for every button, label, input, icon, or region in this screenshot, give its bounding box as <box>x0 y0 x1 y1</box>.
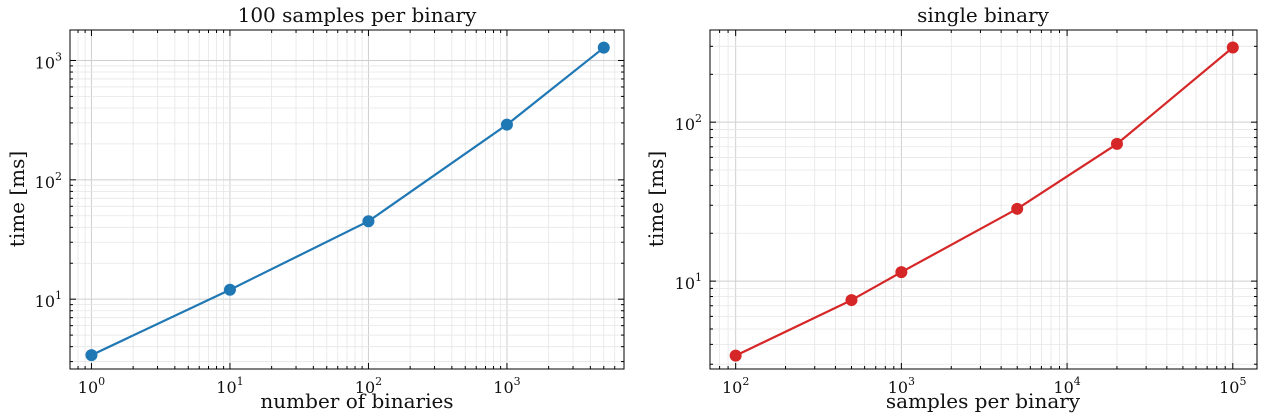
x-tick-label: 102 <box>722 375 749 397</box>
left-chart-ylabel: time [ms] <box>5 151 29 247</box>
right-chart-plot: 102 103 104 105 101 102 <box>675 29 1258 397</box>
data-point <box>223 283 236 296</box>
y-tick-label: 102 <box>35 170 62 192</box>
x-tick-label: 103 <box>888 375 915 397</box>
data-point <box>362 215 375 228</box>
x-tick-label: 102 <box>355 375 382 397</box>
y-tick-label: 102 <box>675 112 702 134</box>
x-tick-label: 104 <box>1053 375 1080 397</box>
left-chart-plot: 100 101 102 103 101 102 103 <box>35 29 625 397</box>
axes-frame <box>709 29 1258 370</box>
data-point <box>895 266 908 279</box>
data-point <box>597 41 610 54</box>
right-chart-title: single binary <box>917 3 1049 27</box>
y-tick-label: 103 <box>35 50 62 72</box>
series-line <box>91 46 605 357</box>
y-tick-label: 101 <box>35 289 62 311</box>
data-point <box>1011 202 1024 215</box>
x-tick-label: 105 <box>1219 375 1246 397</box>
left-chart: 100 samples per binary number of binarie… <box>5 3 625 413</box>
series-line <box>735 46 1234 357</box>
y-tick-label: 101 <box>675 271 702 293</box>
left-chart-title: 100 samples per binary <box>238 3 477 27</box>
right-chart-ylabel: time [ms] <box>644 151 668 247</box>
axes-frame <box>69 29 625 370</box>
right-chart: single binary samples per binary time [m… <box>644 3 1258 413</box>
data-point <box>1226 41 1239 54</box>
data-point <box>729 349 742 362</box>
data-point <box>85 349 98 362</box>
data-point <box>1110 137 1123 150</box>
x-tick-label: 100 <box>78 375 105 397</box>
data-point <box>845 294 858 307</box>
data-point <box>500 118 513 131</box>
x-tick-label: 103 <box>493 375 520 397</box>
right-chart-xlabel: samples per binary <box>886 389 1081 413</box>
x-tick-label: 101 <box>216 375 243 397</box>
left-chart-xlabel: number of binaries <box>260 389 453 413</box>
